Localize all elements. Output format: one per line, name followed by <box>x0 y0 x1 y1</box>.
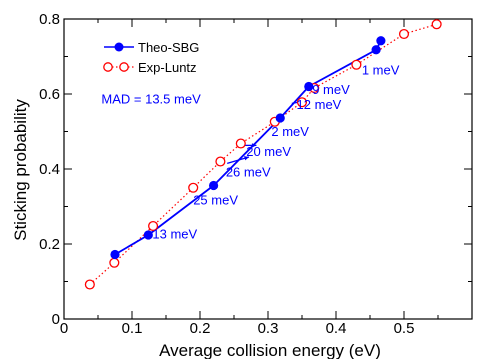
y-axis-label: Sticking probability <box>11 99 30 241</box>
annotation-label: 9 meV <box>312 82 350 97</box>
plot-area <box>63 18 473 320</box>
exp-luntz-point <box>431 19 442 30</box>
tick-labels: 0 0.1 0.2 0.3 0.4 0.5 0 0.2 0.4 0.6 0.8 <box>39 11 414 337</box>
exp-luntz-point <box>148 220 159 232</box>
annotation-label: 1 meV <box>362 63 400 78</box>
legend: Theo-SBG Exp-Luntz <box>103 40 199 75</box>
theo-sbg-point <box>143 230 153 240</box>
theo-sbg-point <box>371 45 381 55</box>
legend-label-exp: Exp-Luntz <box>138 60 197 75</box>
theo-sbg-point <box>209 180 219 191</box>
x-tick-label: 0.5 <box>394 320 415 337</box>
x-tick-label: 0 <box>60 320 68 337</box>
legend-label-theo: Theo-SBG <box>138 40 199 55</box>
y-tick-label: 0.2 <box>39 236 60 253</box>
annotation-label: 2 meV <box>271 124 309 139</box>
exp-luntz-point <box>351 59 362 70</box>
theo-sbg-points <box>110 36 386 260</box>
y-tick-label: 0.6 <box>39 86 60 103</box>
annotation-label: 12 meV <box>297 97 342 112</box>
y-tick-label: 0 <box>52 311 60 328</box>
theo-sbg-point <box>304 81 314 92</box>
legend-marker-theo <box>114 42 124 52</box>
annotations: MAD = 13.5 meV 13 meV 25 meV 26 meV 20 meV 2 … <box>101 63 399 242</box>
exp-luntz-point <box>235 138 246 149</box>
x-tick-label: 0.2 <box>190 320 211 337</box>
y-tick-label: 0.8 <box>39 11 60 28</box>
annotation-label: 26 meV <box>226 165 271 180</box>
exp-luntz-points <box>84 19 442 290</box>
theo-sbg-point <box>376 36 386 46</box>
legend-marker-exp-2 <box>119 62 129 72</box>
legend-marker-exp-1 <box>103 62 113 72</box>
exp-luntz-point <box>296 97 308 108</box>
exp-luntz-point <box>188 182 199 193</box>
axis-ticks <box>63 18 472 320</box>
x-tick-label: 0.1 <box>122 320 143 337</box>
x-tick-label: 0.4 <box>326 320 347 337</box>
exp-luntz-point <box>84 279 95 290</box>
exp-luntz-point <box>215 156 226 167</box>
x-axis-label: Average collision energy (eV) <box>159 341 381 359</box>
theo-sbg-point <box>110 249 120 260</box>
annotation-label: 13 meV <box>152 226 197 241</box>
exp-luntz-point <box>109 257 120 268</box>
annotation-label: 25 meV <box>193 193 238 208</box>
annotation-arrow-head <box>251 143 257 148</box>
theo-sbg-point <box>275 113 285 123</box>
exp-luntz-point <box>398 28 410 40</box>
y-tick-label: 0.4 <box>39 161 60 178</box>
annotation-label: MAD = 13.5 meV <box>101 91 201 106</box>
annotation-arrow-head <box>244 156 249 161</box>
x-tick-label: 0.3 <box>258 320 279 337</box>
annotation-label: 20 meV <box>246 144 291 159</box>
